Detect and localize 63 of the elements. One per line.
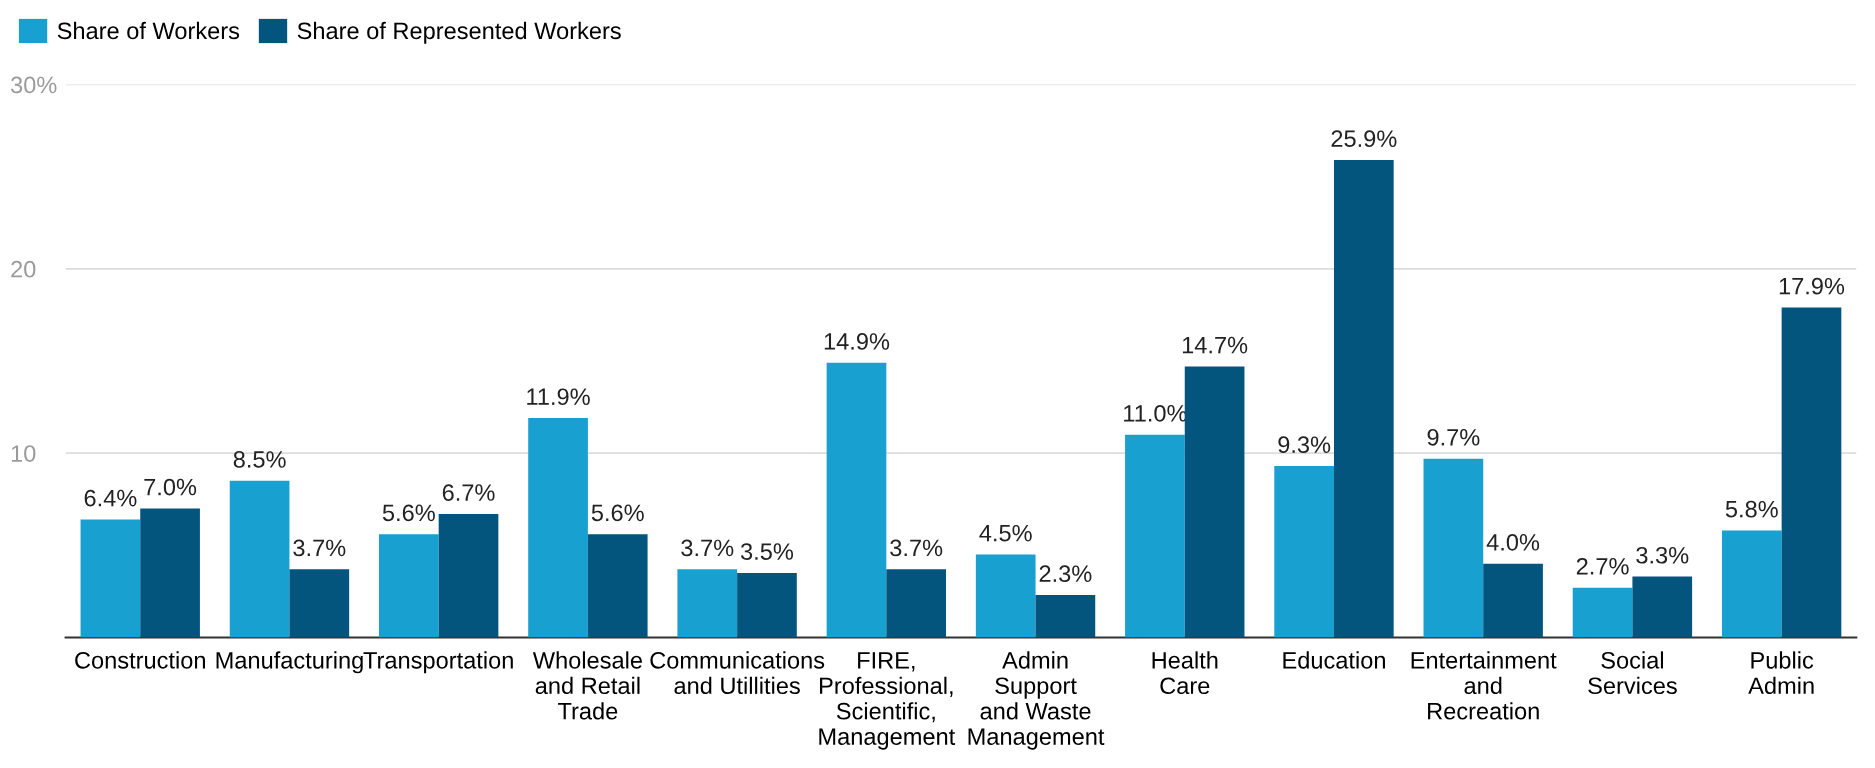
bar [1125,434,1185,638]
data-label: 3.5% [740,543,794,560]
data-label: 5.6% [591,504,644,522]
bar [1632,576,1693,638]
bar [438,513,499,638]
data-label: 11.9% [527,388,590,406]
legend-label: Share of Workers [57,21,240,40]
data-label: 7.0% [144,478,197,496]
data-label: 3.7% [681,539,734,557]
x-tick-label: Manufacturing [216,651,363,674]
y-tick-label: 30% [10,76,57,94]
data-label: 5.6% [382,504,435,522]
data-label: 2.3% [1039,565,1092,583]
bar [737,572,797,638]
x-tick-label: Admin Support and Waste Management [968,651,1105,750]
x-tick-label: Health Care [1152,651,1218,695]
x-tick-label: Transportation [363,651,513,674]
bar [229,480,290,638]
data-label: 9.7% [1427,428,1480,446]
bar [826,362,887,638]
bar [289,569,350,638]
data-label: 9.3% [1278,436,1331,454]
bar [1721,530,1782,638]
data-label: 14.7% [1182,336,1248,354]
bar [1035,595,1096,638]
data-label: 11.0% [1124,404,1187,422]
bar [1572,587,1633,638]
data-label: 25.9% [1331,130,1397,148]
bar [528,418,588,638]
bar [886,569,947,638]
bar [140,508,200,638]
x-tick-label: Social Services [1588,651,1677,695]
x-tick-label: Construction [75,651,205,669]
bar [677,569,738,638]
bar [975,554,1036,638]
bar [80,519,141,638]
legend-label: Share of Represented Workers [297,21,621,44]
x-tick-label: Wholesale and Retail Trade [532,651,642,720]
data-label: 6.4% [84,489,137,507]
bar [1333,160,1394,638]
data-label: 4.0% [1486,533,1540,551]
x-tick-label: Entertainment and Recreation [1411,651,1557,720]
x-tick-label: Education [1283,651,1385,669]
bar [378,534,439,638]
bar [1423,458,1484,638]
bar [587,534,648,638]
y-tick-label: 20 [11,260,36,278]
bar [1184,366,1245,638]
data-label: 8.5% [233,451,286,468]
data-label: 5.8% [1725,500,1778,518]
data-label: 17.9% [1779,277,1845,295]
x-tick-label: Public Admin [1748,651,1814,695]
data-label: 2.7% [1576,557,1629,575]
data-label: 3.7% [890,539,943,557]
bar [1274,466,1334,638]
data-label: 14.9% [824,333,890,350]
data-label: 4.5% [979,524,1032,542]
data-label: 3.3% [1636,546,1689,564]
data-label: 6.7% [442,484,495,501]
data-label: 3.7% [293,539,346,557]
bar [1781,307,1842,638]
bar [1483,563,1543,638]
y-tick-label: 10 [11,445,36,462]
